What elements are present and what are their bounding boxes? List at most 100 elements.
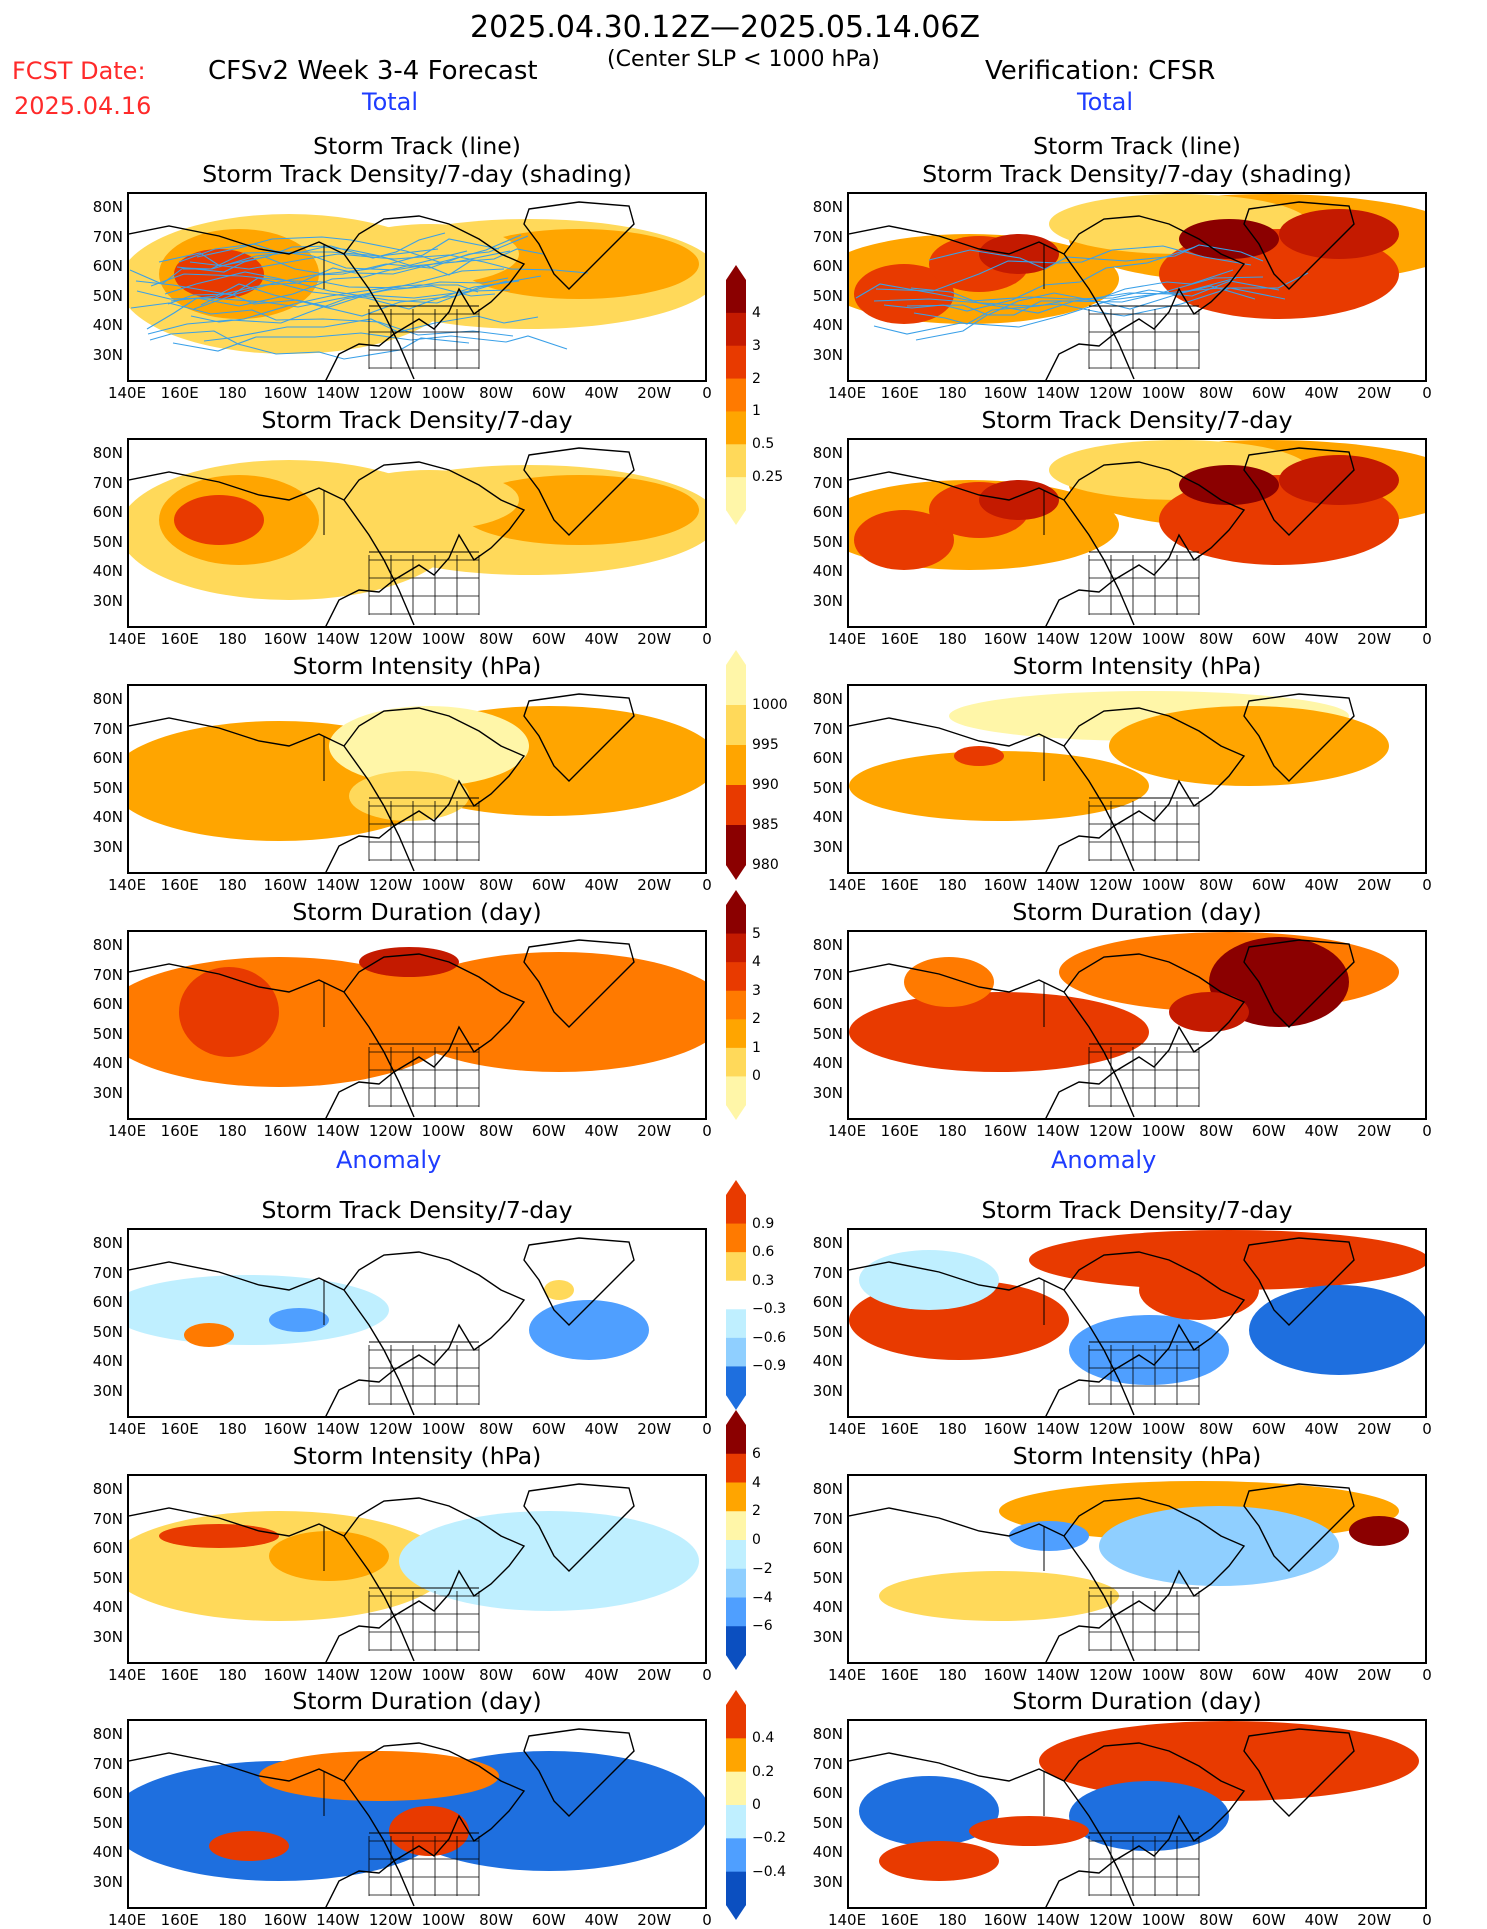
x-tick-label: 100W: [1141, 630, 1186, 648]
coastline: [849, 1742, 1246, 1907]
y-tick-label: 30N: [812, 837, 843, 856]
x-tick-label: 20W: [637, 876, 672, 894]
x-tick-label: 80W: [479, 876, 514, 894]
y-tick-label: 80N: [92, 198, 123, 216]
y-tick-label: 70N: [812, 719, 843, 738]
shade-blob: [339, 470, 519, 530]
colorbar-label: 4: [752, 304, 761, 321]
colorbar-swatch: [726, 1805, 746, 1839]
colorbar-label: −0.9: [752, 1358, 786, 1375]
x-tick-label: 120W: [1088, 1122, 1133, 1140]
shade-blob: [954, 746, 1004, 766]
x-tick-label: 180: [218, 630, 247, 648]
colorbar-swatch: [726, 1076, 746, 1106]
coastline: [849, 461, 1246, 626]
colorbar-swatch: [726, 962, 746, 992]
y-tick-label: 40N: [92, 562, 123, 580]
country-border: [323, 1771, 479, 1834]
colorbar-label: 0: [752, 1532, 761, 1548]
shade-blob: [359, 947, 459, 977]
panel-title: Storm Duration (day): [292, 898, 542, 926]
criteria-label: (Center SLP < 1000 hPa): [607, 47, 880, 72]
shade-blob: [1249, 1285, 1425, 1375]
x-tick-label: 180: [938, 1420, 967, 1438]
x-tick-label: 140E: [107, 1911, 147, 1929]
country-border: [323, 1280, 479, 1343]
greenland-outline: [1243, 1483, 1355, 1572]
state-borders: [1088, 555, 1200, 615]
colorbar-swatch: [726, 990, 746, 1020]
y-tick-label: 60N: [92, 257, 123, 275]
y-tick-label: 30N: [92, 1381, 123, 1400]
y-tick-label: 60N: [812, 1293, 843, 1311]
colorbar-label: −0.4: [752, 1863, 786, 1880]
y-tick-label: 80N: [812, 198, 843, 216]
x-tick-label: 80W: [479, 1122, 514, 1140]
x-tick-label: 160W: [263, 1122, 307, 1140]
verif-a_duration-panel: [847, 1719, 1427, 1909]
verif-a_density-panel: [847, 1228, 1427, 1418]
x-tick-label: 120W: [368, 876, 413, 894]
colorbar-label: 2: [752, 1503, 761, 1520]
x-tick-label: 60W: [531, 1420, 566, 1438]
x-tick-label: 60W: [531, 876, 566, 894]
greenland-outline: [523, 1728, 635, 1817]
x-tick-label: 80W: [479, 1911, 514, 1929]
storm-track-line: [150, 273, 509, 289]
state-borders: [368, 1047, 480, 1107]
y-tick-label: 40N: [92, 1352, 123, 1370]
colorbar-arrow-bottom: [726, 865, 746, 880]
anomaly-label-right: Anomaly: [1051, 1146, 1157, 1174]
x-tick-label: 140W: [316, 1420, 360, 1438]
x-tick-label: 180: [938, 1122, 967, 1140]
y-tick-label: 80N: [92, 936, 123, 954]
colorbar-label: −0.2: [752, 1830, 786, 1847]
map-plot: [849, 691, 1389, 872]
panel-title: Storm Track Density/7-day (shading): [202, 160, 632, 188]
y-tick-label: 50N: [92, 532, 123, 551]
y-tick-label: 50N: [92, 1813, 123, 1832]
colorbar-swatch: [726, 1366, 746, 1396]
y-tick-label: 30N: [92, 837, 123, 856]
x-tick-label: 100W: [1141, 876, 1186, 894]
x-tick-label: 140E: [827, 1666, 867, 1684]
greenland-outline: [1243, 447, 1355, 536]
colorbar-arrow-top: [726, 1410, 746, 1425]
panel-title: Storm Track Density/7-day: [981, 1196, 1293, 1224]
shade-blob: [1099, 1506, 1339, 1586]
shade-blob: [1179, 465, 1279, 505]
x-tick-label: 0: [702, 1666, 712, 1684]
x-tick-label: 20W: [1357, 630, 1392, 648]
y-tick-label: 40N: [812, 1598, 843, 1616]
colorbar-swatch: [726, 1838, 746, 1873]
state-borders: [1088, 309, 1200, 369]
y-tick-label: 30N: [812, 591, 843, 610]
x-tick-label: 140W: [1036, 630, 1080, 648]
x-tick-label: 160W: [263, 1420, 307, 1438]
country-border: [323, 244, 479, 307]
fcst-a_duration-panel: [127, 1719, 707, 1909]
colorbar-swatch: [726, 378, 746, 412]
y-tick-label: 30N: [812, 345, 843, 364]
shade-blob: [854, 510, 954, 570]
x-tick-label: 40W: [1304, 1420, 1339, 1438]
shade-blob: [879, 1841, 999, 1881]
y-tick-label: 40N: [92, 1054, 123, 1072]
x-tick-label: 180: [938, 1666, 967, 1684]
greenland-outline: [1243, 201, 1355, 290]
y-tick-label: 40N: [812, 562, 843, 580]
x-tick-label: 40W: [1304, 876, 1339, 894]
storm-track-line: [146, 250, 468, 330]
colorbar-label: 0.3: [752, 1272, 775, 1289]
shade-blob: [339, 224, 519, 284]
fcst-track-panel: [127, 192, 707, 382]
x-tick-label: 20W: [637, 630, 672, 648]
greenland-outline: [1243, 1728, 1355, 1817]
y-tick-label: 50N: [92, 1322, 123, 1341]
state-borders: [1088, 1836, 1200, 1896]
storm-track-line: [883, 246, 1196, 312]
map-plot: [849, 1230, 1425, 1416]
country-border: [323, 490, 479, 553]
y-tick-label: 40N: [812, 808, 843, 826]
colorbar-swatch: [726, 1597, 746, 1627]
